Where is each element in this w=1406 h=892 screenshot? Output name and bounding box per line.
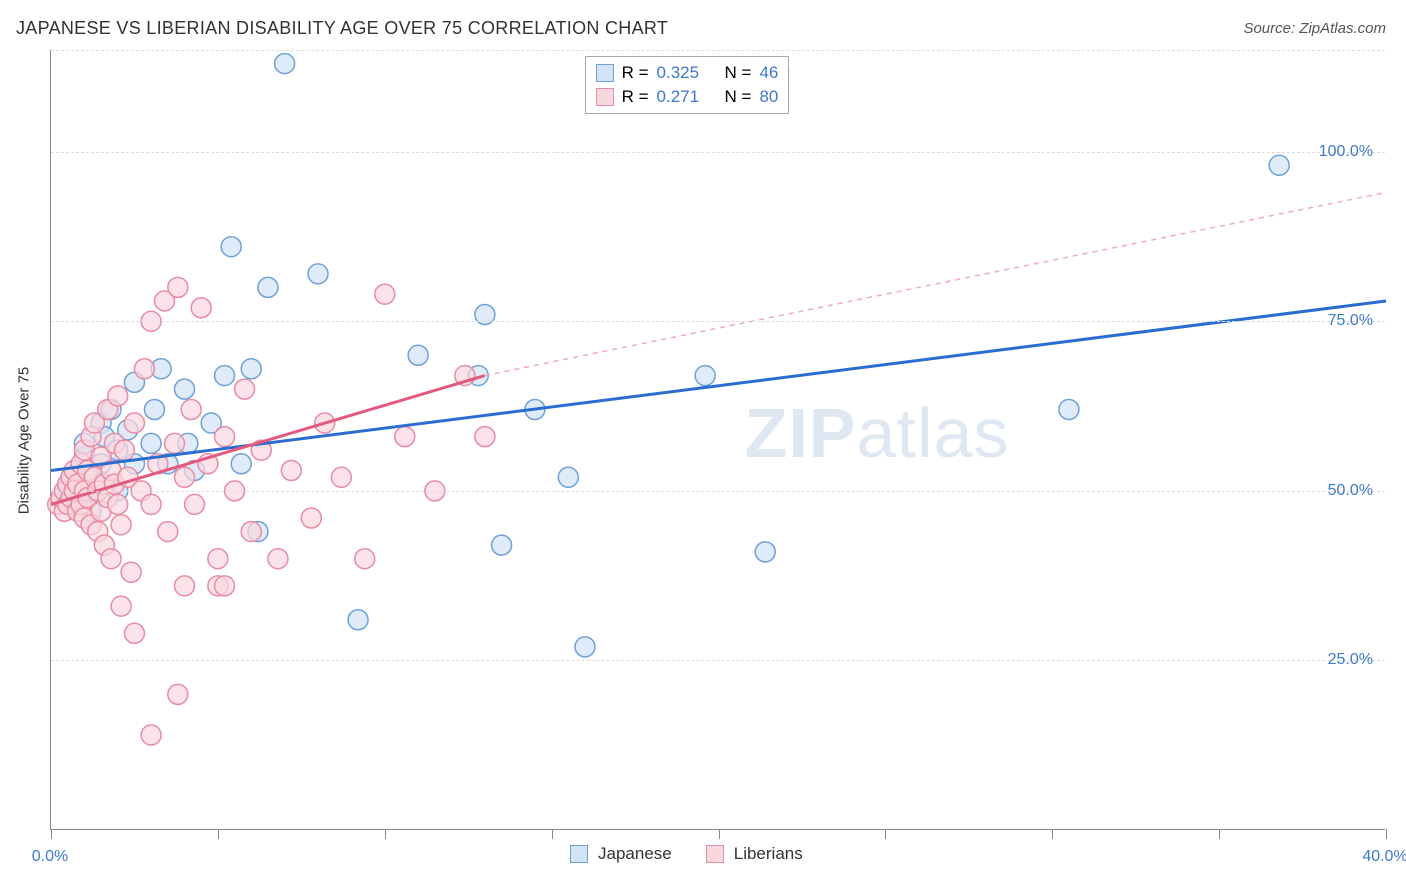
scatter-point — [111, 515, 131, 535]
scatter-point — [168, 684, 188, 704]
scatter-point — [375, 284, 395, 304]
scatter-point — [168, 277, 188, 297]
scatter-point — [1269, 155, 1289, 175]
x-tick — [552, 829, 553, 839]
legend-swatch — [596, 88, 614, 106]
y-tick-label: 50.0% — [1328, 482, 1373, 500]
scatter-point — [215, 427, 235, 447]
scatter-point — [121, 562, 141, 582]
scatter-point — [141, 494, 161, 514]
legend-n-value: 80 — [759, 87, 778, 107]
gridline-horizontal — [51, 50, 1385, 51]
scatter-point — [348, 610, 368, 630]
legend-bottom: Japanese Liberians — [570, 844, 827, 864]
legend-r-value: 0.271 — [657, 87, 700, 107]
scatter-point — [175, 576, 195, 596]
scatter-point — [175, 379, 195, 399]
chart-title: JAPANESE VS LIBERIAN DISABILITY AGE OVER… — [16, 18, 668, 39]
x-tick — [218, 829, 219, 839]
scatter-point — [141, 433, 161, 453]
gridline-horizontal — [51, 152, 1385, 153]
scatter-point — [101, 549, 121, 569]
legend-n-value: 46 — [759, 63, 778, 83]
y-axis-label: Disability Age Over 75 — [16, 366, 33, 514]
scatter-point — [281, 461, 301, 481]
legend-r-value: 0.325 — [657, 63, 700, 83]
source-label: Source: ZipAtlas.com — [1243, 20, 1386, 37]
gridline-horizontal — [51, 491, 1385, 492]
y-axis-label-container: Disability Age Over 75 — [14, 50, 34, 830]
scatter-point — [114, 440, 134, 460]
x-tick — [385, 829, 386, 839]
legend-n-label: N = — [725, 87, 752, 107]
scatter-point — [1059, 399, 1079, 419]
scatter-point — [492, 535, 512, 555]
plot-area: 25.0%50.0%75.0%100.0%ZIPatlasR =0.325 N … — [50, 50, 1385, 830]
scatter-point — [308, 264, 328, 284]
scatter-point — [185, 494, 205, 514]
chart-container: JAPANESE VS LIBERIAN DISABILITY AGE OVER… — [0, 0, 1406, 892]
legend-r-label: R = — [622, 63, 649, 83]
scatter-point — [301, 508, 321, 528]
scatter-point — [695, 366, 715, 386]
scatter-point — [141, 725, 161, 745]
legend-correlation-box: R = 0.325 N = 46 R = 0.271 N = 80 — [585, 56, 790, 114]
scatter-point — [208, 549, 228, 569]
legend-row: R = 0.325 N = 46 — [596, 61, 779, 85]
scatter-point — [158, 522, 178, 542]
legend-series-label: Japanese — [598, 844, 672, 864]
legend-swatch — [706, 845, 724, 863]
x-tick-label: 0.0% — [32, 848, 68, 866]
legend-series-label: Liberians — [734, 844, 803, 864]
scatter-point — [111, 596, 131, 616]
x-tick — [719, 829, 720, 839]
scatter-point — [558, 467, 578, 487]
scatter-point — [268, 549, 288, 569]
y-tick-label: 100.0% — [1319, 143, 1373, 161]
scatter-point — [755, 542, 775, 562]
legend-swatch — [596, 64, 614, 82]
y-tick-label: 75.0% — [1328, 312, 1373, 330]
scatter-point — [134, 359, 154, 379]
scatter-point — [124, 623, 144, 643]
x-tick — [885, 829, 886, 839]
trendline-liberians-dash — [485, 192, 1386, 375]
legend-row: R = 0.271 N = 80 — [596, 85, 779, 109]
gridline-horizontal — [51, 321, 1385, 322]
scatter-point — [395, 427, 415, 447]
scatter-point — [221, 237, 241, 257]
scatter-point — [164, 433, 184, 453]
x-tick-label: 40.0% — [1362, 848, 1406, 866]
scatter-point — [331, 467, 351, 487]
scatter-point — [191, 298, 211, 318]
scatter-point — [235, 379, 255, 399]
scatter-point — [231, 454, 251, 474]
x-tick — [1219, 829, 1220, 839]
scatter-point — [175, 467, 195, 487]
x-tick — [1386, 829, 1387, 839]
scatter-point — [575, 637, 595, 657]
scatter-point — [124, 413, 144, 433]
x-tick — [1052, 829, 1053, 839]
plot-svg — [51, 50, 1385, 829]
scatter-point — [215, 366, 235, 386]
gridline-horizontal — [51, 660, 1385, 661]
legend-swatch — [570, 845, 588, 863]
scatter-point — [181, 399, 201, 419]
scatter-point — [408, 345, 428, 365]
scatter-point — [215, 576, 235, 596]
legend-n-label: N = — [725, 63, 752, 83]
scatter-point — [275, 54, 295, 74]
y-tick-label: 25.0% — [1328, 651, 1373, 669]
scatter-point — [241, 522, 261, 542]
x-tick — [51, 829, 52, 839]
scatter-point — [241, 359, 261, 379]
scatter-point — [475, 427, 495, 447]
legend-r-label: R = — [622, 87, 649, 107]
scatter-point — [108, 386, 128, 406]
scatter-point — [258, 277, 278, 297]
scatter-point — [144, 399, 164, 419]
scatter-point — [108, 494, 128, 514]
scatter-point — [355, 549, 375, 569]
